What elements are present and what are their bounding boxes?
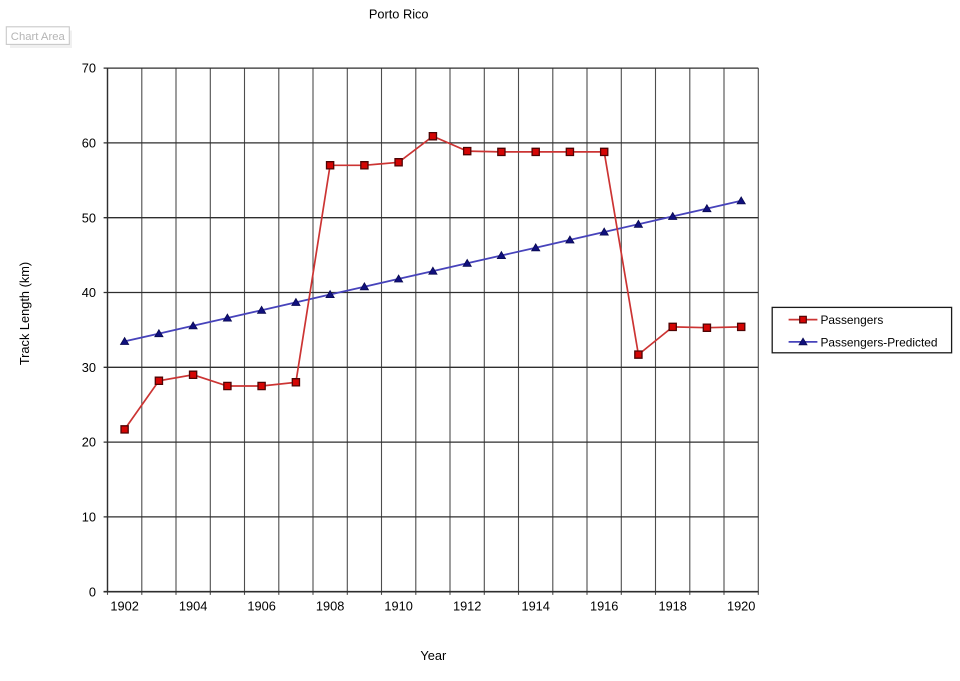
svg-text:10: 10 [82, 510, 96, 525]
svg-text:Passengers: Passengers [821, 313, 884, 327]
svg-text:1918: 1918 [658, 599, 686, 614]
svg-text:70: 70 [82, 61, 96, 76]
svg-text:20: 20 [82, 435, 96, 450]
svg-text:60: 60 [82, 136, 96, 151]
svg-text:40: 40 [82, 285, 96, 300]
svg-text:0: 0 [89, 584, 96, 599]
svg-text:Year: Year [420, 648, 447, 663]
svg-text:1906: 1906 [247, 599, 275, 614]
svg-text:30: 30 [82, 360, 96, 375]
svg-text:1916: 1916 [590, 599, 618, 614]
svg-text:Porto Rico: Porto Rico [369, 7, 429, 22]
svg-text:1920: 1920 [727, 599, 755, 614]
svg-text:Passengers-Predicted: Passengers-Predicted [821, 335, 938, 349]
svg-text:1904: 1904 [179, 599, 207, 614]
svg-text:1902: 1902 [110, 599, 138, 614]
svg-text:1908: 1908 [316, 599, 344, 614]
svg-text:Track Length (km): Track Length (km) [17, 262, 32, 365]
svg-text:1912: 1912 [453, 599, 481, 614]
svg-text:1910: 1910 [384, 599, 412, 614]
svg-text:1914: 1914 [521, 599, 549, 614]
svg-text:50: 50 [82, 210, 96, 225]
svg-text:Chart Area: Chart Area [11, 31, 66, 43]
